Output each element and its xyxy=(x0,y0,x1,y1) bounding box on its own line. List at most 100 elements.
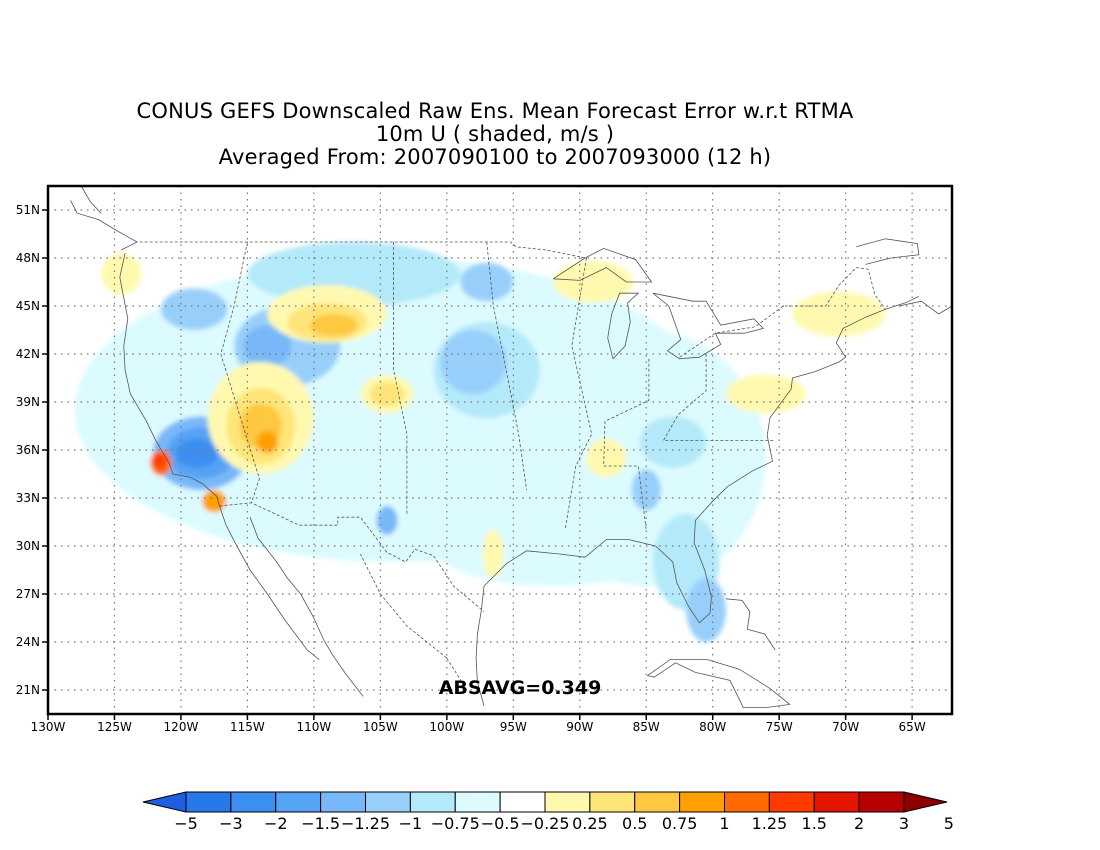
colorbar-swatch xyxy=(589,791,636,813)
colorbar-label: 1.25 xyxy=(752,814,788,833)
political-border xyxy=(139,241,586,259)
colorbar-swatch xyxy=(634,791,681,813)
shade-region xyxy=(243,325,292,367)
lat-label: 51N xyxy=(16,203,40,217)
colorbar-swatch xyxy=(365,791,411,813)
lon-label: 120W xyxy=(164,720,199,734)
colorbar-swatch xyxy=(275,791,322,813)
coastline xyxy=(70,200,138,251)
colorbar-label: 0.5 xyxy=(622,814,647,833)
coastlines-and-borders xyxy=(70,186,952,708)
lat-label: 42N xyxy=(16,347,40,361)
lat-label: 21N xyxy=(16,683,40,697)
shade-region xyxy=(639,416,707,468)
shade-region xyxy=(792,291,886,337)
lon-label: 105W xyxy=(363,720,398,734)
map-title: CONUS GEFS Downscaled Raw Ens. Mean Fore… xyxy=(0,100,990,169)
political-border xyxy=(603,358,650,531)
political-border xyxy=(220,241,260,503)
colorbar: −5 −3 −2 −1.5 −1.25 −1 −0.75 −0.5 −0.25 0.25 0.5 0.… xyxy=(142,791,954,833)
colorbar-label: 0.75 xyxy=(662,814,698,833)
shade-region xyxy=(631,469,661,511)
lat-label: 24N xyxy=(16,635,40,649)
coastline xyxy=(249,517,364,697)
lon-label: 115W xyxy=(230,720,265,734)
shade-region xyxy=(309,314,358,337)
colorbar-swatch xyxy=(185,791,232,813)
colorbar-swatch xyxy=(768,791,815,813)
political-border xyxy=(662,354,774,441)
shade-region xyxy=(553,261,633,303)
coastline xyxy=(552,247,653,283)
lon-label: 100W xyxy=(429,720,464,734)
latitude-labels: 51N 48N 45N 42N 39N 36N 33N 30N 27N 24N 21N xyxy=(16,203,48,697)
colorbar-label: 1 xyxy=(719,814,729,833)
lon-label: 80W xyxy=(699,720,726,734)
colorbar-label: −0.75 xyxy=(431,814,480,833)
coastline xyxy=(483,296,919,624)
lon-label: 75W xyxy=(766,720,793,734)
colorbar-low-arrow xyxy=(142,791,187,813)
political-border xyxy=(219,502,485,612)
coastline xyxy=(652,292,764,360)
political-border xyxy=(446,657,468,691)
lat-lon-grid xyxy=(48,186,952,714)
political-border xyxy=(564,257,593,531)
colorbar-label: 1.5 xyxy=(802,814,827,833)
coastline xyxy=(475,585,485,707)
shade-region xyxy=(369,381,405,407)
colorbar-swatch xyxy=(409,791,456,813)
political-border xyxy=(486,241,527,491)
colorbar-high-arrow xyxy=(903,791,948,813)
lat-label: 36N xyxy=(16,443,40,457)
colorbar-label: −1.5 xyxy=(301,814,340,833)
shade-region xyxy=(376,506,398,535)
lat-label: 45N xyxy=(16,299,40,313)
shade-region xyxy=(586,438,627,478)
shade-region xyxy=(686,578,726,642)
shade-region xyxy=(256,430,278,454)
title-line-1: CONUS GEFS Downscaled Raw Ens. Mean Fore… xyxy=(136,99,854,123)
colorbar-label: −1.25 xyxy=(341,814,390,833)
shade-region xyxy=(433,506,673,586)
political-border xyxy=(393,242,408,514)
colorbar-swatch xyxy=(679,791,725,813)
lat-label: 39N xyxy=(16,395,40,409)
colorbar-swatch xyxy=(499,791,546,813)
lon-label: 70W xyxy=(832,720,859,734)
political-border xyxy=(360,553,448,659)
title-line-3: Averaged From: 2007090100 to 2007093000 … xyxy=(218,145,772,169)
shade-region xyxy=(101,253,142,295)
lon-label: 85W xyxy=(633,720,660,734)
shade-region xyxy=(202,490,227,513)
lat-label: 33N xyxy=(16,491,40,505)
coastline xyxy=(119,253,320,660)
colorbar-swatch xyxy=(858,791,905,813)
political-border xyxy=(679,267,886,358)
title-line-2: 10m U ( shaded, m/s ) xyxy=(375,122,615,146)
coastline xyxy=(607,292,640,360)
colorbar-label: 0.25 xyxy=(572,814,608,833)
coastline xyxy=(898,300,952,315)
shade-region xyxy=(460,262,514,302)
lon-label: 110W xyxy=(296,720,331,734)
colorbar-swatch xyxy=(230,791,277,813)
shaded-field xyxy=(74,242,886,642)
colorbar-label: −3 xyxy=(219,814,243,833)
lon-label: 95W xyxy=(500,720,527,734)
coastline xyxy=(856,238,920,265)
colorbar-swatch xyxy=(544,791,591,813)
lat-label: 27N xyxy=(16,587,40,601)
shade-region xyxy=(161,288,228,331)
colorbar-label: −1 xyxy=(399,814,423,833)
shade-region xyxy=(153,454,166,469)
coastline xyxy=(725,598,776,651)
shade-region xyxy=(175,438,219,468)
coastline xyxy=(80,186,102,214)
lon-label: 130W xyxy=(31,720,66,734)
colorbar-label: 2 xyxy=(854,814,864,833)
colorbar-label: 5 xyxy=(944,814,954,833)
colorbar-swatch xyxy=(724,791,770,813)
colorbar-label: −0.25 xyxy=(520,814,569,833)
lat-label: 30N xyxy=(16,539,40,553)
